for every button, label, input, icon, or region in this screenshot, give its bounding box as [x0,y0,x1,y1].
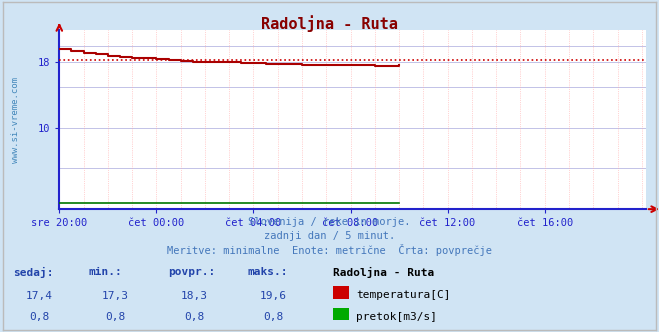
Text: zadnji dan / 5 minut.: zadnji dan / 5 minut. [264,231,395,241]
Text: 17,3: 17,3 [102,290,129,300]
Text: Slovenija / reke in morje.: Slovenija / reke in morje. [248,217,411,227]
Text: min.:: min.: [89,267,123,277]
Text: pretok[m3/s]: pretok[m3/s] [356,312,437,322]
Text: Radoljna - Ruta: Radoljna - Ruta [261,15,398,32]
Text: www.si-vreme.com: www.si-vreme.com [11,76,20,163]
Text: Radoljna - Ruta: Radoljna - Ruta [333,267,434,278]
Text: 0,8: 0,8 [185,312,204,322]
Text: povpr.:: povpr.: [168,267,215,277]
Text: Meritve: minimalne  Enote: metrične  Črta: povprečje: Meritve: minimalne Enote: metrične Črta:… [167,244,492,256]
Text: maks.:: maks.: [247,267,287,277]
Text: 0,8: 0,8 [264,312,283,322]
Text: 0,8: 0,8 [30,312,49,322]
Text: 19,6: 19,6 [260,290,287,300]
Text: 0,8: 0,8 [105,312,125,322]
Text: temperatura[C]: temperatura[C] [356,290,450,300]
Text: 18,3: 18,3 [181,290,208,300]
Text: 17,4: 17,4 [26,290,53,300]
Text: sedaj:: sedaj: [13,267,53,278]
